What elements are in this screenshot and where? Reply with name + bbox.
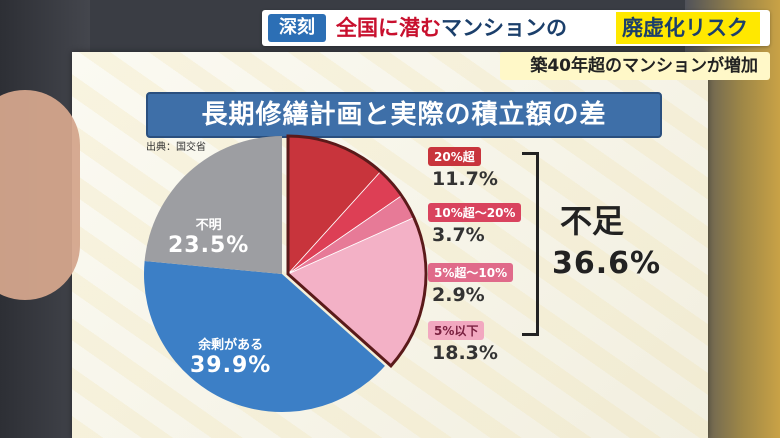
bucket-value-10-20: 3.7% <box>432 224 485 246</box>
presenter-hand <box>0 90 80 300</box>
source-note: 出典：国交省 <box>146 142 206 153</box>
slice-name-unknown: 不明 <box>195 218 222 233</box>
slice-label-surplus: 余剰がある 39.9% <box>190 334 271 378</box>
bucket-10-20: 10%超〜20% 3.7% <box>428 202 522 246</box>
bucket-value-under-5: 18.3% <box>432 342 498 364</box>
headline-highlight: 廃虚化リスク <box>616 12 760 44</box>
chart-title: 長期修繕計画と実際の積立額の差 <box>201 100 607 130</box>
bucket-value-over-20: 11.7% <box>432 168 498 190</box>
bucket-5-10: 5%超〜10% 2.9% <box>428 262 514 306</box>
shortage-group-outline <box>286 134 428 369</box>
bucket-value-5-10: 2.9% <box>432 284 485 306</box>
slice-value-surplus: 39.9% <box>190 353 272 378</box>
shortage-value: 36.6% <box>552 246 662 281</box>
pie-slice-0 <box>143 261 385 412</box>
chart-title-box: 長期修繕計画と実際の積立額の差 <box>146 92 662 138</box>
slice-value-unknown: 23.5% <box>168 233 250 258</box>
bucket-tag-10-20: 10%超〜20% <box>428 203 522 222</box>
bucket-tag-under-5: 5%以下 <box>428 321 485 340</box>
slice-label-unknown: 不明 23.5% <box>168 214 249 258</box>
headline-prefix: 全国に潜む <box>336 16 441 40</box>
bucket-over-20: 20%超 11.7% <box>428 146 498 190</box>
headline-text: 全国に潜むマンションの <box>336 14 567 42</box>
pie-slice-1 <box>144 136 282 274</box>
headline-middle: マンションの <box>441 16 567 40</box>
shortage-bracket <box>522 152 539 336</box>
subheadline: 築40年超のマンションが増加 <box>500 52 770 80</box>
headline-highlight-text: 廃虚化リスク <box>622 16 748 40</box>
headline-tag: 深刻 <box>268 14 326 42</box>
subheadline-text: 築40年超のマンションが増加 <box>530 56 758 76</box>
shortage-label: 不足 <box>560 202 625 240</box>
bucket-tag-over-20: 20%超 <box>428 147 481 166</box>
bucket-under-5: 5%以下 18.3% <box>428 320 498 364</box>
slice-name-surplus: 余剰がある <box>198 338 264 353</box>
bucket-tag-5-10: 5%超〜10% <box>428 263 514 282</box>
